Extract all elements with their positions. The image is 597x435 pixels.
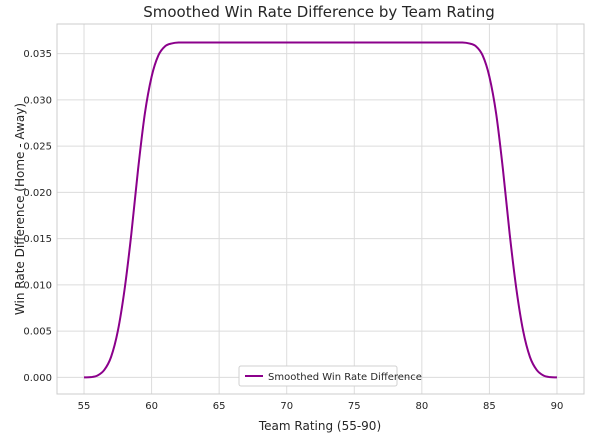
series-layer bbox=[84, 41, 557, 379]
y-tick-label: 0.010 bbox=[23, 280, 52, 291]
y-tick-label: 0.015 bbox=[23, 234, 52, 245]
chart-title: Smoothed Win Rate Difference by Team Rat… bbox=[143, 3, 495, 21]
y-tick-label: 0.030 bbox=[23, 95, 52, 106]
x-tick-label: 55 bbox=[78, 401, 91, 412]
x-tick-label: 80 bbox=[415, 401, 428, 412]
y-tick-label: 0.000 bbox=[23, 373, 52, 384]
y-tick-label: 0.025 bbox=[23, 142, 52, 153]
legend: Smoothed Win Rate Difference bbox=[238, 365, 422, 387]
series-line bbox=[84, 41, 557, 379]
y-axis-label: Win Rate Difference (Home - Away) bbox=[13, 103, 27, 315]
x-tick-label: 65 bbox=[213, 401, 226, 412]
legend-box bbox=[238, 365, 398, 387]
y-tick-label: 0.035 bbox=[23, 49, 52, 60]
x-tick-label: 75 bbox=[348, 401, 361, 412]
y-tick-label: 0.020 bbox=[23, 188, 52, 199]
legend-label: Smoothed Win Rate Difference bbox=[268, 372, 422, 383]
tick-labels: 55 60 65 70 75 80 85 90 0.000 0.005 0.010 0.015 0.02… bbox=[23, 49, 563, 412]
x-tick-label: 85 bbox=[483, 401, 496, 412]
x-axis-label: Team Rating (55-90) bbox=[258, 419, 381, 433]
x-tick-label: 70 bbox=[280, 401, 293, 412]
y-tick-label: 0.005 bbox=[23, 327, 52, 338]
plot-frame bbox=[56, 23, 585, 395]
x-tick-label: 60 bbox=[145, 401, 158, 412]
x-tick-label: 90 bbox=[551, 401, 564, 412]
grid-lines bbox=[57, 24, 584, 394]
